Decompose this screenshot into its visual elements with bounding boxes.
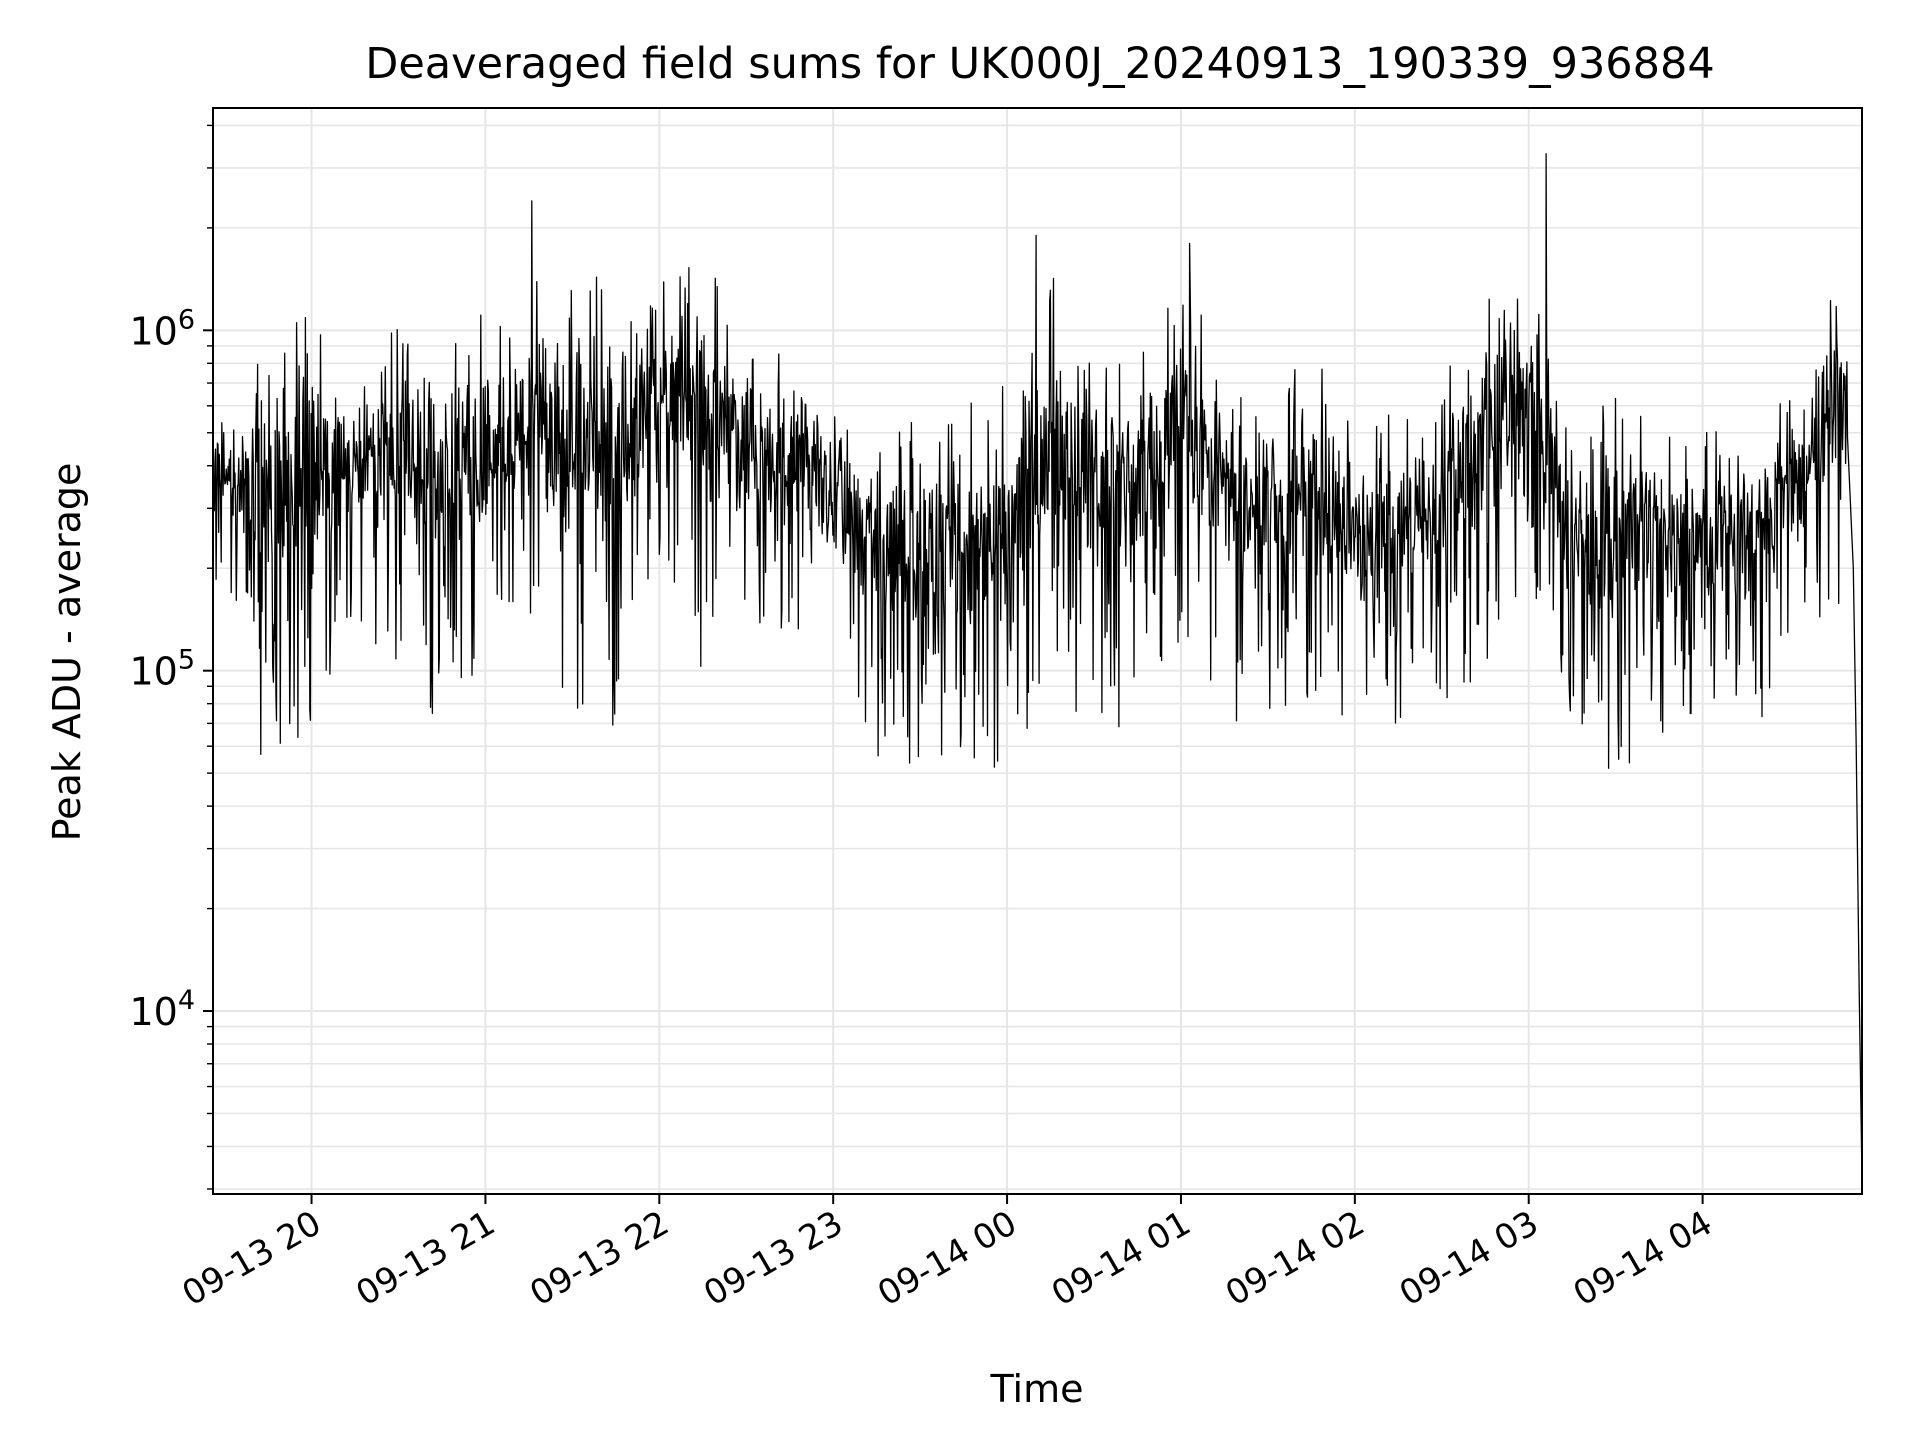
- x-axis-label: Time: [990, 1367, 1084, 1411]
- axes-frame: [212, 107, 1863, 1195]
- y-tick-label: 106: [129, 304, 195, 353]
- y-axis-label: Peak ADU - average: [45, 463, 89, 842]
- y-tick-label: 105: [129, 645, 195, 694]
- chart-title: Deaveraged field sums for UK000J_2024091…: [365, 39, 1715, 89]
- y-axis-ticks: 104 105 106: [129, 124, 213, 1190]
- y-tick-label: 104: [129, 985, 195, 1034]
- series-line: [213, 153, 1862, 1180]
